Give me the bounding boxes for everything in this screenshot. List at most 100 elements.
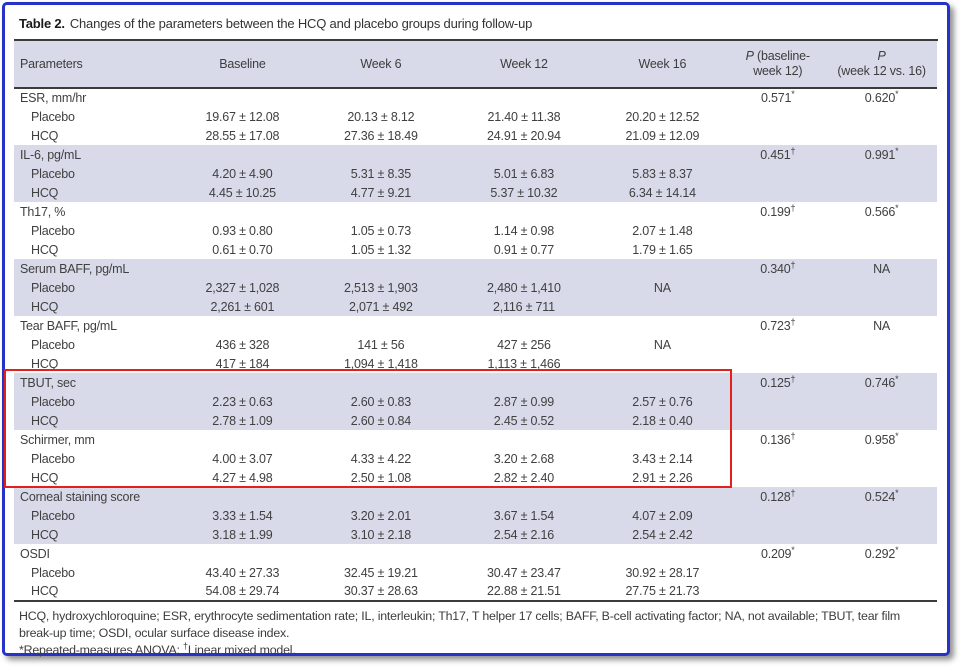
- table-caption: Changes of the parameters between the HC…: [69, 16, 533, 31]
- cell-value: 2,261 ± 601: [210, 299, 275, 314]
- cell-value: 0.93 ± 0.80: [212, 223, 273, 238]
- cell-value: 1.05 ± 0.73: [350, 223, 411, 238]
- cell-value: 3.20 ± 2.68: [493, 451, 555, 466]
- placebo-row: Placebo 0.93 ± 0.80 1.05 ± 0.73 1.14 ± 0…: [14, 221, 937, 240]
- p-value-week12-vs-16: 0.620*: [864, 89, 899, 106]
- p-value-week12-vs-16: 0.958*: [864, 430, 899, 448]
- cell-value: 2.78 ± 1.09: [212, 413, 273, 428]
- group-label: Placebo: [31, 508, 75, 523]
- cell-value: 2,116 ± 711: [492, 299, 555, 314]
- hcq-row: HCQ 0.61 ± 0.70 1.05 ± 1.32 0.91 ± 0.77 …: [14, 240, 937, 259]
- cell-value: 2.50 ± 1.08: [350, 470, 411, 485]
- hcq-row: HCQ 2,261 ± 601 2,071 ± 492 2,116 ± 711: [14, 297, 937, 316]
- parameters-table: Parameters Baseline Week 6 Week 12 Week …: [14, 41, 937, 602]
- cell-value: 2,480 ± 1,410: [487, 280, 561, 295]
- cell-value: 1.14 ± 0.98: [493, 223, 555, 238]
- cell-value: [595, 354, 729, 373]
- parameter-row: TBUT, sec 0.125† 0.746*: [14, 373, 937, 392]
- placebo-row: Placebo 436 ± 328 141 ± 56 427 ± 256 NA: [14, 335, 937, 354]
- group-label: HCQ: [31, 299, 59, 314]
- col-header-week12: Week 12: [452, 41, 596, 89]
- col-header-parameters: Parameters: [14, 41, 176, 89]
- cell-value: 0.61 ± 0.70: [212, 242, 273, 257]
- p-value-week12-vs-16: 0.746*: [864, 373, 899, 391]
- group-label: Placebo: [31, 394, 75, 409]
- parameter-row: Th17, % 0.199† 0.566*: [14, 202, 937, 221]
- parameter-row: Tear BAFF, pg/mL 0.723† NA: [14, 316, 937, 335]
- cell-value: 21.09 ± 12.09: [625, 128, 700, 143]
- p-value-baseline-week12: 0.136†: [760, 430, 796, 448]
- parameter-name: Tear BAFF, pg/mL: [20, 318, 117, 333]
- p-value-baseline-week12: 0.209*: [760, 544, 795, 562]
- cell-value: 1.79 ± 1.65: [632, 242, 693, 257]
- cell-value: 32.45 ± 19.21: [343, 565, 418, 580]
- cell-value: 2.45 ± 0.52: [493, 413, 555, 428]
- cell-value: 4.07 ± 2.09: [632, 508, 693, 523]
- hcq-row: HCQ 4.27 ± 4.98 2.50 ± 1.08 2.82 ± 2.40 …: [14, 468, 937, 487]
- hcq-row: HCQ 417 ± 184 1,094 ± 1,418 1,113 ± 1,46…: [14, 354, 937, 373]
- cell-value: 30.92 ± 28.17: [625, 565, 700, 580]
- cell-value: 2.82 ± 2.40: [493, 470, 555, 485]
- cell-value: 2,513 ± 1,903: [343, 280, 418, 295]
- cell-value: 141 ± 56: [357, 337, 405, 352]
- cell-value: 2.23 ± 0.63: [212, 394, 273, 409]
- group-label: HCQ: [31, 527, 59, 542]
- section-corneal-staining: Corneal staining score 0.128† 0.524* Pla…: [14, 487, 937, 544]
- header-row: Parameters Baseline Week 6 Week 12 Week …: [14, 41, 937, 89]
- cell-value: 3.10 ± 2.18: [350, 527, 411, 542]
- cell-value: 27.36 ± 18.49: [343, 128, 418, 143]
- cell-value: 2.54 ± 2.42: [632, 527, 693, 542]
- parameter-row: ESR, mm/hr 0.571* 0.620*: [14, 88, 937, 107]
- cell-value: 2.18 ± 0.40: [632, 413, 693, 428]
- p-value-baseline-week12: 0.723†: [760, 316, 796, 334]
- p-value-baseline-week12: 0.340†: [760, 259, 796, 277]
- parameter-row: Schirmer, mm 0.136† 0.958*: [14, 430, 937, 449]
- cell-value: 24.91 ± 20.94: [487, 128, 561, 143]
- hcq-row: HCQ 28.55 ± 17.08 27.36 ± 18.49 24.91 ± …: [14, 126, 937, 145]
- p-value-baseline-week12: 0.199†: [760, 202, 796, 220]
- parameter-name: Schirmer, mm: [20, 432, 95, 447]
- cell-value: 43.40 ± 27.33: [205, 565, 280, 580]
- p-value-baseline-week12: 0.451†: [760, 145, 796, 163]
- group-label: Placebo: [31, 109, 75, 124]
- col-header-p-week12-vs-16: P (week 12 vs. 16): [826, 41, 937, 89]
- cell-value: 28.55 ± 17.08: [205, 128, 280, 143]
- group-label: Placebo: [31, 166, 75, 181]
- cell-value: 2.60 ± 0.83: [350, 394, 411, 409]
- col-header-baseline: Baseline: [175, 41, 310, 89]
- group-label: HCQ: [31, 470, 59, 485]
- section-schirmer: Schirmer, mm 0.136† 0.958* Placebo 4.00 …: [14, 430, 937, 487]
- cell-value: 2.91 ± 2.26: [632, 470, 693, 485]
- cell-value: 3.43 ± 2.14: [632, 451, 693, 466]
- placebo-row: Placebo 43.40 ± 27.33 32.45 ± 19.21 30.4…: [14, 563, 937, 582]
- p-value-week12-vs-16: 0.524*: [864, 487, 899, 505]
- section-il6: IL-6, pg/mL 0.451† 0.991* Placebo 4.20 ±…: [14, 145, 937, 202]
- cell-value: 1,113 ± 1,466: [487, 356, 561, 371]
- cell-value: 2.57 ± 0.76: [632, 394, 693, 409]
- cell-value: 5.01 ± 6.83: [493, 166, 555, 181]
- placebo-row: Placebo 3.33 ± 1.54 3.20 ± 2.01 3.67 ± 1…: [14, 506, 937, 525]
- hcq-row: HCQ 2.78 ± 1.09 2.60 ± 0.84 2.45 ± 0.52 …: [14, 411, 937, 430]
- cell-value: 4.27 ± 4.98: [212, 470, 273, 485]
- cell-value: 4.77 ± 9.21: [350, 185, 411, 200]
- cell-value: 30.37 ± 28.63: [343, 584, 418, 598]
- parameter-name: OSDI: [20, 546, 50, 561]
- parameter-row: OSDI 0.209* 0.292*: [14, 544, 937, 563]
- cell-value: 2,071 ± 492: [349, 299, 413, 314]
- hcq-row: HCQ 3.18 ± 1.99 3.10 ± 2.18 2.54 ± 2.16 …: [14, 525, 937, 544]
- cell-value: 1.05 ± 1.32: [350, 242, 411, 257]
- cell-value: 436 ± 328: [215, 337, 270, 352]
- cell-value: 5.83 ± 8.37: [632, 166, 693, 181]
- p-value-week12-vs-16: 0.991*: [864, 145, 899, 163]
- cell-value: 54.08 ± 29.74: [205, 584, 280, 598]
- group-label: HCQ: [31, 185, 59, 200]
- group-label: Placebo: [31, 337, 75, 352]
- group-label: HCQ: [31, 413, 59, 428]
- hcq-row: HCQ 54.08 ± 29.74 30.37 ± 28.63 22.88 ± …: [14, 582, 937, 601]
- p-value-week12-vs-16: 0.292*: [864, 544, 899, 562]
- parameter-name: Serum BAFF, pg/mL: [20, 261, 130, 276]
- placebo-row: Placebo 2,327 ± 1,028 2,513 ± 1,903 2,48…: [14, 278, 937, 297]
- parameter-row: IL-6, pg/mL 0.451† 0.991*: [14, 145, 937, 164]
- group-label: Placebo: [31, 223, 75, 238]
- group-label: Placebo: [31, 565, 75, 580]
